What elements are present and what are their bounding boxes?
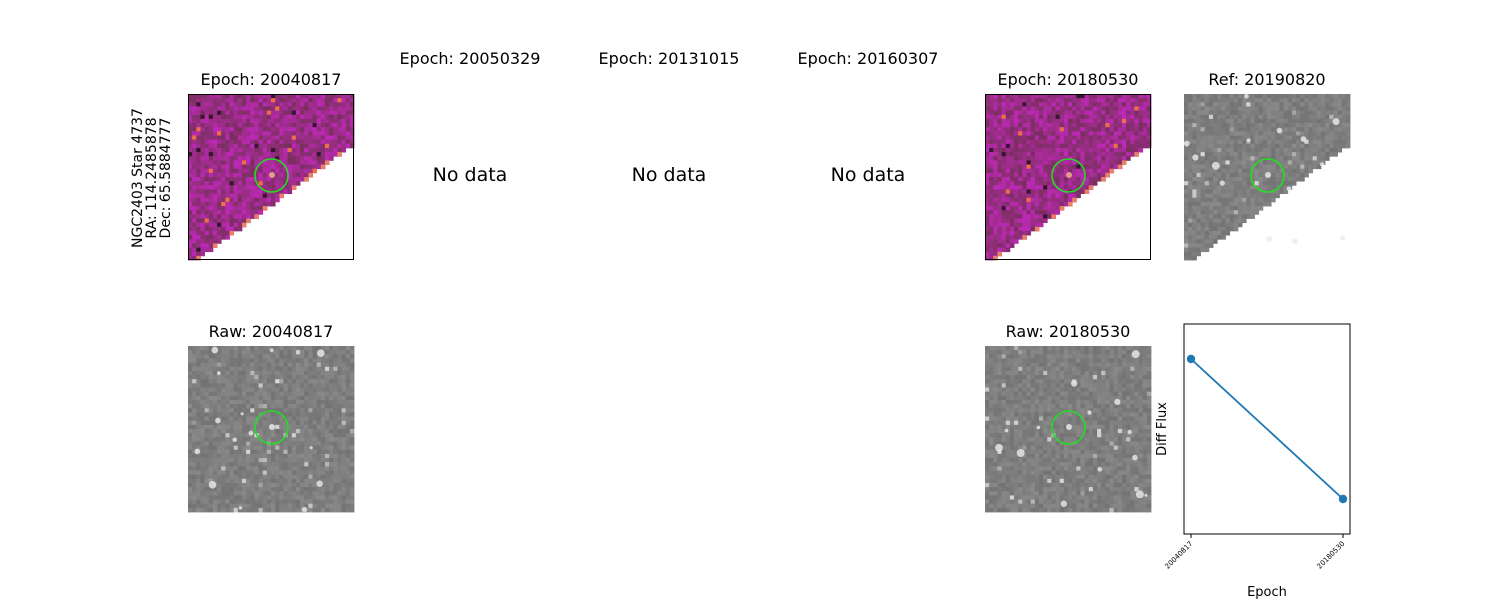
no-data-epoch-4: No data — [830, 164, 906, 186]
panel-title-raw-1: Raw: 20040817 — [208, 322, 334, 341]
x-tick-label: 20180530 — [1316, 540, 1347, 571]
star-blob — [1183, 140, 1190, 147]
panel-title-epoch-1: Epoch: 20040817 — [200, 70, 342, 89]
star-blob — [1135, 490, 1144, 499]
chart-axes-frame — [1183, 323, 1351, 535]
star-ra: RA: 114.2485878 — [144, 117, 160, 239]
star-blob — [1219, 180, 1225, 186]
star-blob — [248, 430, 254, 436]
panel-title-epoch-5: Epoch: 20180530 — [997, 70, 1139, 89]
difference-image-epoch-1 — [188, 94, 355, 261]
star-blob — [1292, 238, 1298, 244]
no-data-epoch-3: No data — [631, 164, 707, 186]
star-blob — [1211, 161, 1220, 170]
panel-title-raw-2: Raw: 20180530 — [1005, 322, 1131, 341]
pixel-grid — [1184, 94, 1351, 261]
star-blob — [1131, 350, 1140, 359]
star-blob — [301, 506, 308, 513]
target-marker-circle — [1051, 410, 1086, 445]
star-blob — [1060, 500, 1068, 507]
star-blob — [1144, 493, 1148, 497]
pixel-grid — [985, 94, 1152, 261]
star-blob — [1276, 127, 1283, 134]
star-blob — [269, 348, 274, 352]
star-blob — [1246, 138, 1251, 143]
star-blob — [1266, 236, 1273, 243]
star-blob — [240, 412, 244, 416]
star-blob — [194, 448, 201, 455]
star-blob — [317, 349, 325, 357]
panel-title-epoch-2: Epoch: 20050329 — [399, 49, 541, 68]
star-blob — [215, 417, 221, 424]
star-blob — [238, 506, 243, 510]
star-blob — [1016, 449, 1025, 457]
x-tick-label: 20040817 — [1164, 540, 1195, 571]
panel-frame — [188, 94, 354, 260]
star-name: NGC2403 Star 4737 — [130, 108, 146, 248]
raw-image-epoch-1 — [188, 346, 355, 513]
star-blob — [1004, 428, 1009, 433]
star-blob — [1244, 93, 1249, 99]
star-blob — [1286, 186, 1292, 192]
star-info-label: NGC2403 Star 4737 RA: 114.2485878 Dec: 6… — [130, 108, 174, 248]
star-blob — [1192, 154, 1199, 161]
star-blob — [1036, 425, 1041, 430]
series-line — [1190, 358, 1344, 500]
raw-image-epoch-5 — [985, 346, 1152, 513]
star-blob — [309, 446, 313, 450]
target-source — [269, 172, 275, 178]
star-blob — [1127, 429, 1132, 435]
target-marker-circle — [1250, 158, 1285, 193]
star-blob — [1132, 454, 1138, 461]
star-dec: Dec: 65.5884777 — [158, 117, 174, 239]
star-blob — [232, 437, 237, 443]
star-blob — [208, 481, 217, 489]
target-source — [1066, 424, 1072, 430]
target-source — [1265, 172, 1271, 178]
star-blob — [1097, 467, 1103, 472]
pixel-grid — [985, 346, 1152, 513]
panel-title-epoch-4: Epoch: 20160307 — [797, 49, 939, 68]
data-point — [1338, 494, 1348, 504]
data-point — [1186, 354, 1196, 364]
target-marker-circle — [254, 410, 289, 445]
light-curve-chart: 20040817 20180530 Epoch Diff Flux — [1155, 323, 1351, 600]
pixel-grid — [188, 94, 355, 261]
star-blob — [1070, 380, 1078, 387]
star-blob — [1114, 398, 1121, 405]
star-blob — [217, 371, 221, 375]
panel-frame — [985, 94, 1151, 260]
x-axis-label: Epoch — [1247, 585, 1287, 600]
star-blob — [316, 480, 323, 487]
star-blob — [1340, 235, 1346, 241]
star-blob — [211, 346, 219, 354]
star-blob — [1320, 162, 1325, 167]
star-blob — [1300, 136, 1307, 142]
reference-image — [1183, 93, 1351, 261]
y-axis-label: Diff Flux — [1155, 402, 1170, 456]
no-data-epoch-2: No data — [432, 164, 508, 186]
target-source — [269, 424, 275, 430]
panel-title-ref: Ref: 20190820 — [1208, 70, 1326, 89]
star-blob — [1332, 118, 1340, 126]
difference-image-epoch-5 — [985, 94, 1152, 261]
star-blob — [1087, 410, 1092, 415]
pixel-grid — [188, 346, 355, 513]
target-source — [1066, 172, 1072, 178]
panel-title-epoch-3: Epoch: 20131015 — [598, 49, 740, 68]
star-blob — [995, 443, 1003, 452]
target-marker-circle — [1051, 158, 1086, 193]
target-marker-circle — [254, 158, 289, 193]
